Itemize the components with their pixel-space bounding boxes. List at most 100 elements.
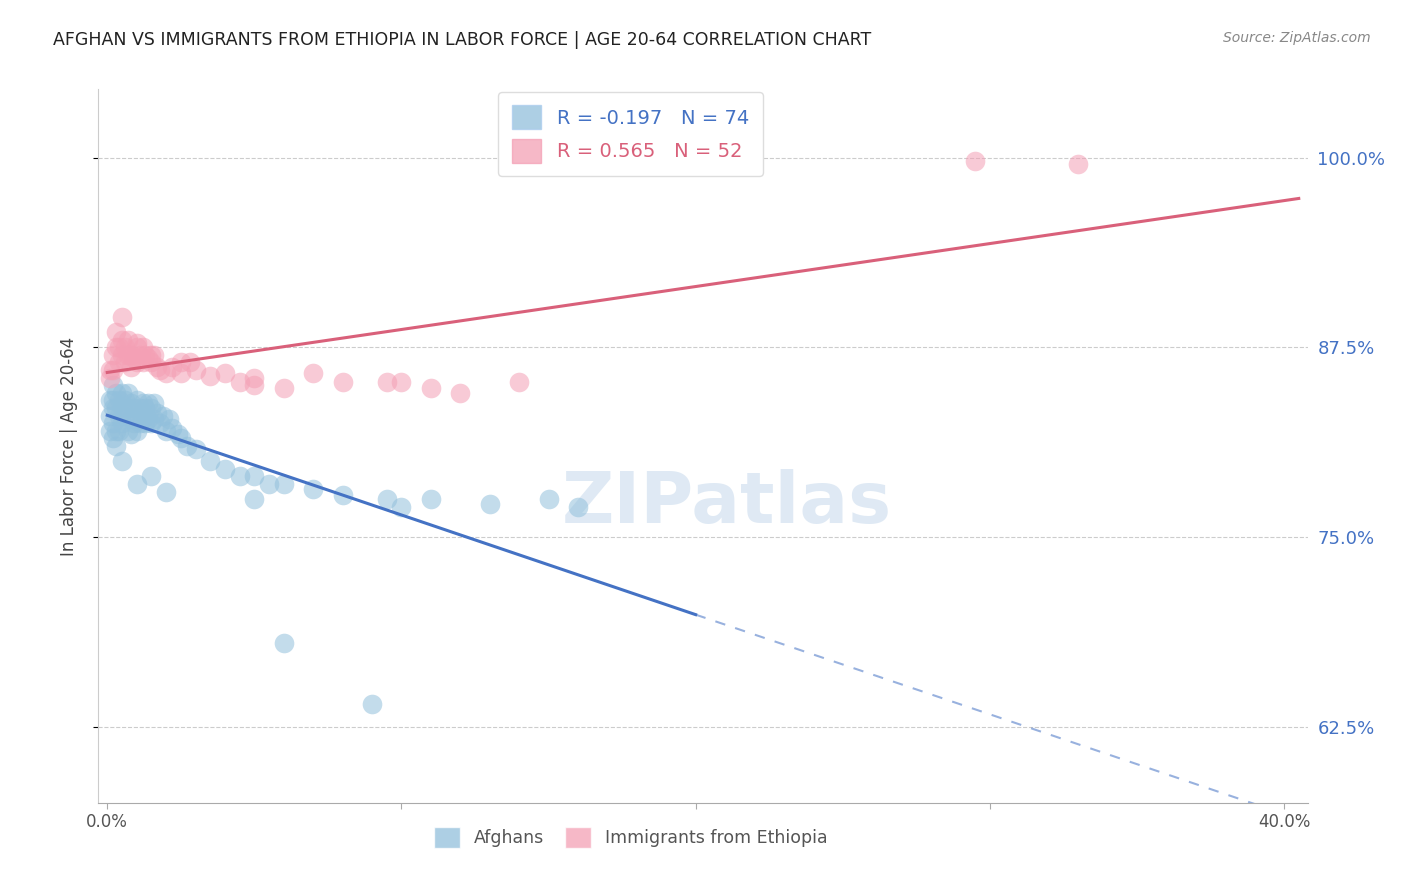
Point: [508, 376, 530, 390]
Point: [143, 396, 166, 410]
Point: [449, 385, 471, 400]
Point: [105, 340, 128, 354]
Point: [105, 424, 128, 438]
Point: [122, 351, 145, 365]
Legend: Afghans, Immigrants from Ethiopia: Afghans, Immigrants from Ethiopia: [427, 820, 834, 855]
Point: [117, 424, 139, 438]
Point: [228, 469, 250, 483]
Point: [105, 325, 128, 339]
Point: [117, 401, 139, 415]
Point: [111, 333, 134, 347]
Point: [101, 348, 124, 362]
Point: [125, 335, 148, 350]
Point: [149, 363, 172, 377]
Point: [184, 363, 207, 377]
Point: [128, 416, 150, 430]
Point: [101, 401, 124, 415]
Point: [108, 355, 131, 369]
Point: [131, 396, 153, 410]
Point: [114, 409, 136, 423]
Point: [120, 359, 142, 374]
Point: [146, 359, 169, 374]
Point: [114, 340, 136, 354]
Point: [117, 348, 139, 362]
Point: [200, 454, 222, 468]
Point: [108, 340, 131, 354]
Point: [149, 416, 172, 430]
Point: [111, 454, 134, 468]
Point: [141, 401, 163, 415]
Point: [166, 426, 188, 441]
Point: [108, 409, 131, 423]
Point: [108, 393, 131, 408]
Point: [128, 348, 150, 362]
Point: [332, 487, 354, 501]
Point: [179, 355, 201, 369]
Point: [131, 340, 153, 354]
Point: [98, 393, 121, 408]
Point: [302, 366, 325, 380]
Point: [391, 500, 413, 514]
Point: [160, 359, 183, 374]
Point: [134, 401, 156, 415]
Point: [101, 393, 124, 408]
Point: [108, 424, 131, 438]
Point: [101, 431, 124, 445]
Point: [143, 411, 166, 425]
Point: [134, 416, 156, 430]
Point: [375, 492, 398, 507]
Point: [98, 409, 121, 423]
Point: [105, 439, 128, 453]
Point: [273, 477, 295, 491]
Point: [176, 439, 198, 453]
Point: [243, 378, 266, 392]
Point: [155, 424, 177, 438]
Point: [120, 411, 142, 425]
Point: [157, 411, 180, 425]
Point: [155, 366, 177, 380]
Point: [214, 366, 236, 380]
Point: [243, 370, 266, 384]
Text: Source: ZipAtlas.com: Source: ZipAtlas.com: [1223, 31, 1371, 45]
Point: [419, 381, 441, 395]
Point: [228, 376, 250, 390]
Point: [965, 153, 987, 168]
Point: [120, 348, 142, 362]
Point: [125, 393, 148, 408]
Point: [141, 348, 163, 362]
Point: [143, 348, 166, 362]
Point: [131, 355, 153, 369]
Point: [419, 492, 441, 507]
Point: [98, 363, 121, 377]
Point: [111, 348, 134, 362]
Point: [111, 416, 134, 430]
Point: [141, 416, 163, 430]
Point: [200, 369, 222, 384]
Point: [214, 462, 236, 476]
Point: [302, 482, 325, 496]
Point: [101, 416, 124, 430]
Point: [332, 376, 354, 390]
Point: [114, 393, 136, 408]
Point: [146, 406, 169, 420]
Point: [131, 411, 153, 425]
Point: [273, 636, 295, 650]
Point: [361, 697, 384, 711]
Point: [1067, 156, 1090, 170]
Point: [155, 484, 177, 499]
Point: [111, 401, 134, 415]
Point: [125, 424, 148, 438]
Point: [134, 348, 156, 362]
Point: [170, 431, 193, 445]
Point: [125, 340, 148, 354]
Point: [125, 477, 148, 491]
Point: [243, 469, 266, 483]
Point: [120, 426, 142, 441]
Point: [117, 333, 139, 347]
Point: [375, 376, 398, 390]
Point: [170, 366, 193, 380]
Point: [125, 355, 148, 369]
Point: [141, 469, 163, 483]
Point: [111, 385, 134, 400]
Point: [243, 492, 266, 507]
